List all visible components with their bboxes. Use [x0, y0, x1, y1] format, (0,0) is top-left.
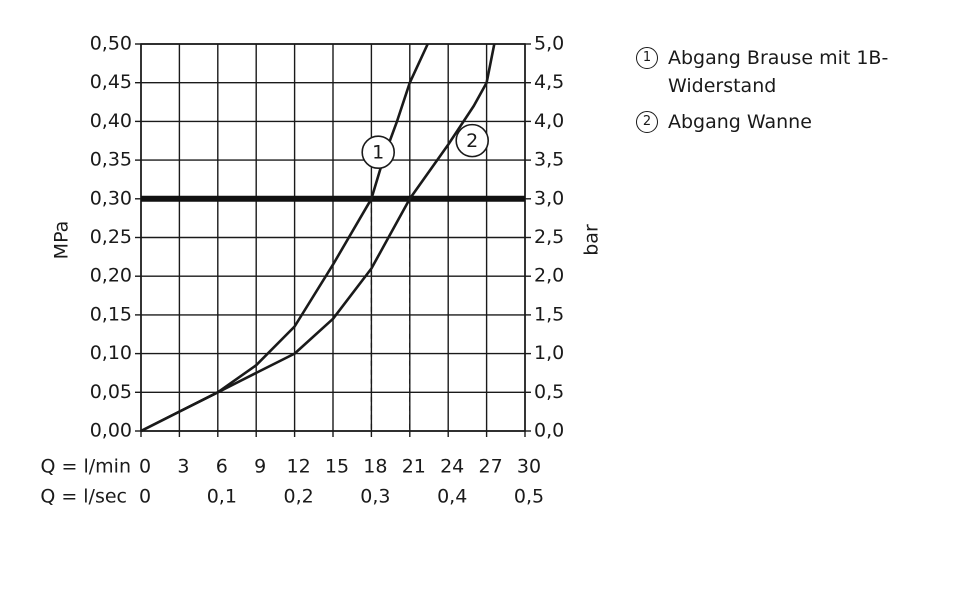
y2-tick-label: 4,5 — [534, 71, 564, 93]
curve-label: 1 — [372, 142, 384, 164]
y2-tick-label: 1,5 — [534, 303, 564, 325]
x2-tick-label: 0,5 — [514, 486, 544, 508]
x-tick-label: 18 — [363, 456, 387, 478]
curve-label-circle — [361, 135, 396, 170]
x-tick-label: 27 — [479, 456, 503, 478]
y-tick-label: 0,25 — [90, 226, 132, 248]
curve-label: 2 — [466, 130, 478, 152]
x-tick-label: 21 — [402, 456, 426, 478]
y2-tick-label: 2,0 — [534, 265, 564, 287]
y-tick-label: 0,30 — [90, 187, 132, 209]
y-tick-label: 0,15 — [90, 303, 132, 325]
y2-tick-label: 5,0 — [534, 33, 564, 55]
x-tick-label: 12 — [287, 456, 311, 478]
legend-symbol: 2 — [636, 111, 658, 133]
x-tick-label: 9 — [254, 456, 266, 478]
y-axis-label: MPa — [51, 221, 73, 260]
legend-item: 1 Abgang Brause mit 1B-Widerstand — [636, 44, 936, 100]
y2-tick-label: 3,5 — [534, 149, 564, 171]
series-line — [140, 43, 496, 433]
y-tick-label: 0,05 — [90, 381, 132, 403]
plot-frame — [140, 43, 526, 432]
y-tick-label: 0,40 — [90, 110, 132, 132]
y-tick-label: 0,00 — [90, 420, 132, 442]
y-tick-label: 0,45 — [90, 71, 132, 93]
y-tick-label: 0,20 — [90, 265, 132, 287]
x-tick-label: 15 — [325, 456, 349, 478]
y2-tick-label: 0,0 — [534, 420, 564, 442]
y-tick-label: 0,50 — [90, 33, 132, 55]
y-tick-label: 0,35 — [90, 149, 132, 171]
y2-tick-label: 0,5 — [534, 381, 564, 403]
y2-tick-label: 3,0 — [534, 187, 564, 209]
legend-item: 2 Abgang Wanne — [636, 108, 936, 136]
y2-axis-label: bar — [581, 224, 603, 256]
x-tick-label: 6 — [216, 456, 228, 478]
x2-tick-label: 0 — [139, 486, 151, 508]
legend-label: Abgang Brause mit 1B-Widerstand — [668, 47, 889, 97]
x2-tick-label: 0,1 — [207, 486, 237, 508]
x-tick-label: 24 — [440, 456, 464, 478]
x2-axis-label: Q = l/sec — [40, 486, 127, 508]
y-tick-label: 0,10 — [90, 342, 132, 364]
y2-tick-label: 1,0 — [534, 342, 564, 364]
legend: 1 Abgang Brause mit 1B-Widerstand 2 Abgang … — [636, 44, 936, 144]
x2-tick-label: 0,3 — [360, 486, 390, 508]
curve-label-circle — [455, 123, 490, 158]
x2-tick-label: 0,2 — [283, 486, 313, 508]
x-axis-label: Q = l/min — [41, 456, 131, 478]
x-tick-label: 30 — [517, 456, 541, 478]
y2-tick-label: 4,0 — [534, 110, 564, 132]
x2-tick-label: 0,4 — [437, 486, 467, 508]
x-tick-label: 0 — [139, 456, 151, 478]
legend-label: Abgang Wanne — [668, 111, 812, 133]
x-tick-label: 3 — [177, 456, 189, 478]
y2-tick-label: 2,5 — [534, 226, 564, 248]
legend-symbol: 1 — [636, 47, 658, 69]
